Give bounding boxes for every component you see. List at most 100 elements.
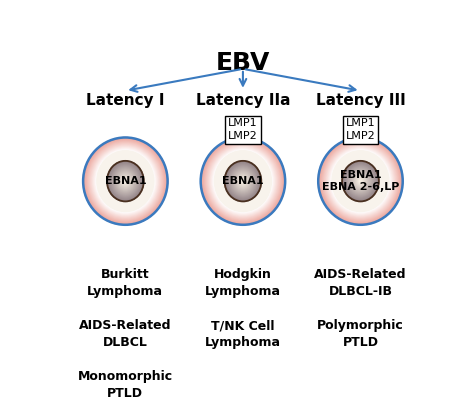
Ellipse shape <box>327 146 394 216</box>
Ellipse shape <box>352 172 369 190</box>
Ellipse shape <box>240 178 246 184</box>
Ellipse shape <box>210 146 276 216</box>
Ellipse shape <box>346 165 375 197</box>
Ellipse shape <box>344 163 377 199</box>
Ellipse shape <box>214 150 272 212</box>
Ellipse shape <box>325 144 396 218</box>
Ellipse shape <box>329 148 392 214</box>
Ellipse shape <box>324 143 397 220</box>
Ellipse shape <box>231 168 255 194</box>
Text: LMP1
LMP2: LMP1 LMP2 <box>346 119 375 141</box>
Ellipse shape <box>107 161 144 201</box>
Ellipse shape <box>342 161 379 201</box>
Ellipse shape <box>322 141 399 221</box>
Ellipse shape <box>319 139 401 224</box>
Ellipse shape <box>343 162 378 200</box>
Ellipse shape <box>202 139 283 223</box>
Ellipse shape <box>92 147 158 216</box>
Ellipse shape <box>351 171 370 191</box>
Ellipse shape <box>209 145 277 217</box>
Ellipse shape <box>357 177 364 185</box>
Ellipse shape <box>112 167 138 195</box>
Text: LMP1
LMP2: LMP1 LMP2 <box>228 119 258 141</box>
Ellipse shape <box>113 168 137 194</box>
Ellipse shape <box>206 143 280 220</box>
Ellipse shape <box>201 137 285 225</box>
Ellipse shape <box>354 174 367 188</box>
Ellipse shape <box>117 172 134 190</box>
Ellipse shape <box>211 147 275 215</box>
Text: EBNA1: EBNA1 <box>222 176 264 186</box>
Ellipse shape <box>91 145 159 217</box>
Text: Latency IIa: Latency IIa <box>196 93 290 108</box>
Ellipse shape <box>85 139 166 223</box>
Ellipse shape <box>320 140 401 223</box>
Ellipse shape <box>95 149 156 214</box>
Ellipse shape <box>355 175 366 187</box>
Ellipse shape <box>210 147 275 215</box>
Ellipse shape <box>109 163 142 199</box>
Ellipse shape <box>84 138 167 224</box>
Ellipse shape <box>328 147 393 216</box>
Ellipse shape <box>86 140 165 222</box>
Ellipse shape <box>202 139 284 224</box>
Ellipse shape <box>228 165 258 197</box>
Ellipse shape <box>125 180 126 182</box>
Ellipse shape <box>206 142 280 220</box>
Ellipse shape <box>205 142 281 221</box>
Text: EBNA1
EBNA 2-6,LP: EBNA1 EBNA 2-6,LP <box>322 170 399 192</box>
Ellipse shape <box>208 144 278 218</box>
Ellipse shape <box>238 176 247 186</box>
Ellipse shape <box>323 142 398 220</box>
Ellipse shape <box>210 147 276 216</box>
Ellipse shape <box>318 137 403 225</box>
Ellipse shape <box>124 179 127 183</box>
Ellipse shape <box>321 141 400 222</box>
Ellipse shape <box>229 166 257 196</box>
Ellipse shape <box>327 145 394 217</box>
Ellipse shape <box>358 178 363 184</box>
Ellipse shape <box>90 144 161 218</box>
Ellipse shape <box>237 175 248 187</box>
Ellipse shape <box>330 149 391 214</box>
Ellipse shape <box>89 143 162 220</box>
Ellipse shape <box>204 141 282 222</box>
Ellipse shape <box>227 163 259 199</box>
Ellipse shape <box>123 178 128 184</box>
Ellipse shape <box>207 144 279 218</box>
Ellipse shape <box>212 149 273 214</box>
Ellipse shape <box>94 148 156 214</box>
Ellipse shape <box>225 161 261 201</box>
Ellipse shape <box>110 165 140 197</box>
Ellipse shape <box>121 176 130 186</box>
Ellipse shape <box>86 141 164 222</box>
Ellipse shape <box>242 180 244 182</box>
Ellipse shape <box>201 138 284 224</box>
Ellipse shape <box>115 170 136 192</box>
Ellipse shape <box>325 144 396 218</box>
Ellipse shape <box>84 139 166 224</box>
Ellipse shape <box>114 169 137 193</box>
Ellipse shape <box>96 150 155 212</box>
Ellipse shape <box>328 147 393 215</box>
Ellipse shape <box>348 168 373 194</box>
Ellipse shape <box>226 162 260 200</box>
Ellipse shape <box>93 147 158 215</box>
Text: AIDS-Related
DLBCL-IB

Polymorphic
PTLD: AIDS-Related DLBCL-IB Polymorphic PTLD <box>314 269 407 350</box>
Text: Burkitt
Lymphoma

AIDS-Related
DLBCL

Monomorphic
PTLD: Burkitt Lymphoma AIDS-Related DLBCL Mono… <box>78 269 173 401</box>
Ellipse shape <box>241 179 245 183</box>
Ellipse shape <box>203 140 283 222</box>
Ellipse shape <box>110 164 141 198</box>
Ellipse shape <box>214 151 272 211</box>
Text: Latency III: Latency III <box>316 93 405 108</box>
Text: Hodgkin
Lymphoma

T/NK Cell
Lymphoma: Hodgkin Lymphoma T/NK Cell Lymphoma <box>205 269 281 350</box>
Ellipse shape <box>97 151 154 211</box>
Ellipse shape <box>111 166 139 196</box>
Ellipse shape <box>347 167 374 195</box>
Ellipse shape <box>324 143 397 219</box>
Ellipse shape <box>234 171 252 191</box>
Ellipse shape <box>230 167 256 195</box>
Ellipse shape <box>319 138 402 224</box>
Ellipse shape <box>85 140 165 223</box>
Ellipse shape <box>119 174 132 188</box>
